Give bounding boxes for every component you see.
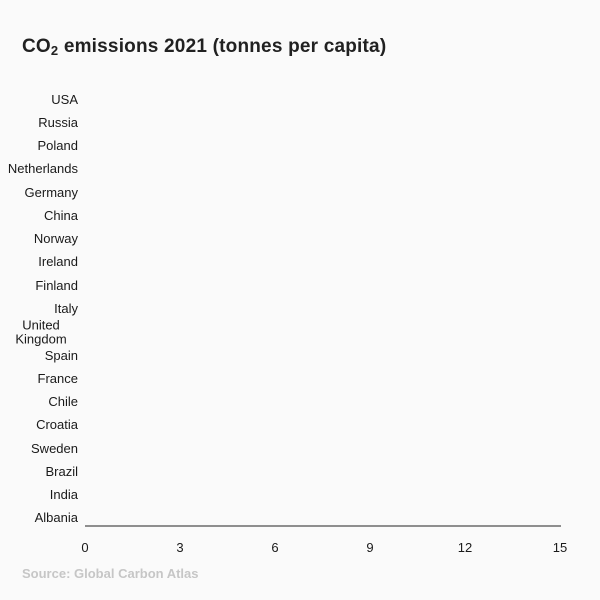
category-label: Norway [33, 231, 78, 247]
category-label: Spain [44, 347, 78, 363]
category-label: Albania [34, 510, 78, 526]
chart-title-prefix: CO [22, 36, 51, 57]
category-label: Italy [54, 301, 78, 317]
category-label: China [44, 208, 78, 224]
chart-row: Croatia [0, 414, 600, 437]
category-label: India [49, 487, 78, 503]
category-label: Germany [24, 184, 78, 200]
x-tick-label: 12 [457, 540, 473, 555]
category-label: Croatia [36, 417, 78, 433]
x-tick-label: 3 [176, 540, 184, 555]
category-label: United Kingdom [15, 317, 67, 347]
chart-row: Netherlands [0, 158, 600, 181]
chart-row: China [0, 204, 600, 227]
category-label: Poland [37, 138, 78, 154]
source-credit: Source: Global Carbon Atlas [22, 566, 199, 581]
category-label: France [37, 370, 78, 386]
category-label: Netherlands [7, 161, 78, 177]
x-axis-line [85, 525, 561, 527]
category-label: Finland [35, 277, 78, 293]
chart-row: Poland [0, 135, 600, 158]
chart-row: Finland [0, 274, 600, 297]
category-label: Chile [48, 394, 78, 410]
chart-row: Chile [0, 390, 600, 413]
category-rows: USA Russia Poland Netherlands Germany China No… [0, 88, 600, 530]
chart-row: India [0, 484, 600, 507]
chart-row: France [0, 367, 600, 390]
chart-row: Spain [0, 344, 600, 367]
chart-row: Italy [0, 297, 600, 320]
category-label: Sweden [31, 440, 78, 456]
chart-row: United Kingdom [0, 317, 600, 347]
chart-title-subscript: 2 [50, 43, 59, 58]
chart-title-suffix: emissions 2021 (tonnes per capita) [58, 36, 387, 57]
chart-row: Sweden [0, 437, 600, 460]
chart-row: Norway [0, 228, 600, 251]
category-label: Brazil [45, 464, 78, 480]
x-tick-label: 9 [366, 540, 374, 555]
category-label: Ireland [38, 254, 78, 270]
category-label: USA [51, 91, 78, 107]
category-label: Russia [38, 115, 78, 131]
chart-row: Brazil [0, 460, 600, 483]
chart-row: Germany [0, 181, 600, 204]
chart-row: Ireland [0, 251, 600, 274]
chart-row: USA [0, 88, 600, 111]
x-tick-label: 0 [81, 540, 89, 555]
x-tick-label: 15 [552, 540, 568, 555]
x-tick-label: 6 [271, 540, 279, 555]
chart-title: CO2 emissions 2021 (tonnes per capita) [22, 36, 386, 58]
chart-row: Russia [0, 111, 600, 134]
chart-row: Albania [0, 507, 600, 530]
